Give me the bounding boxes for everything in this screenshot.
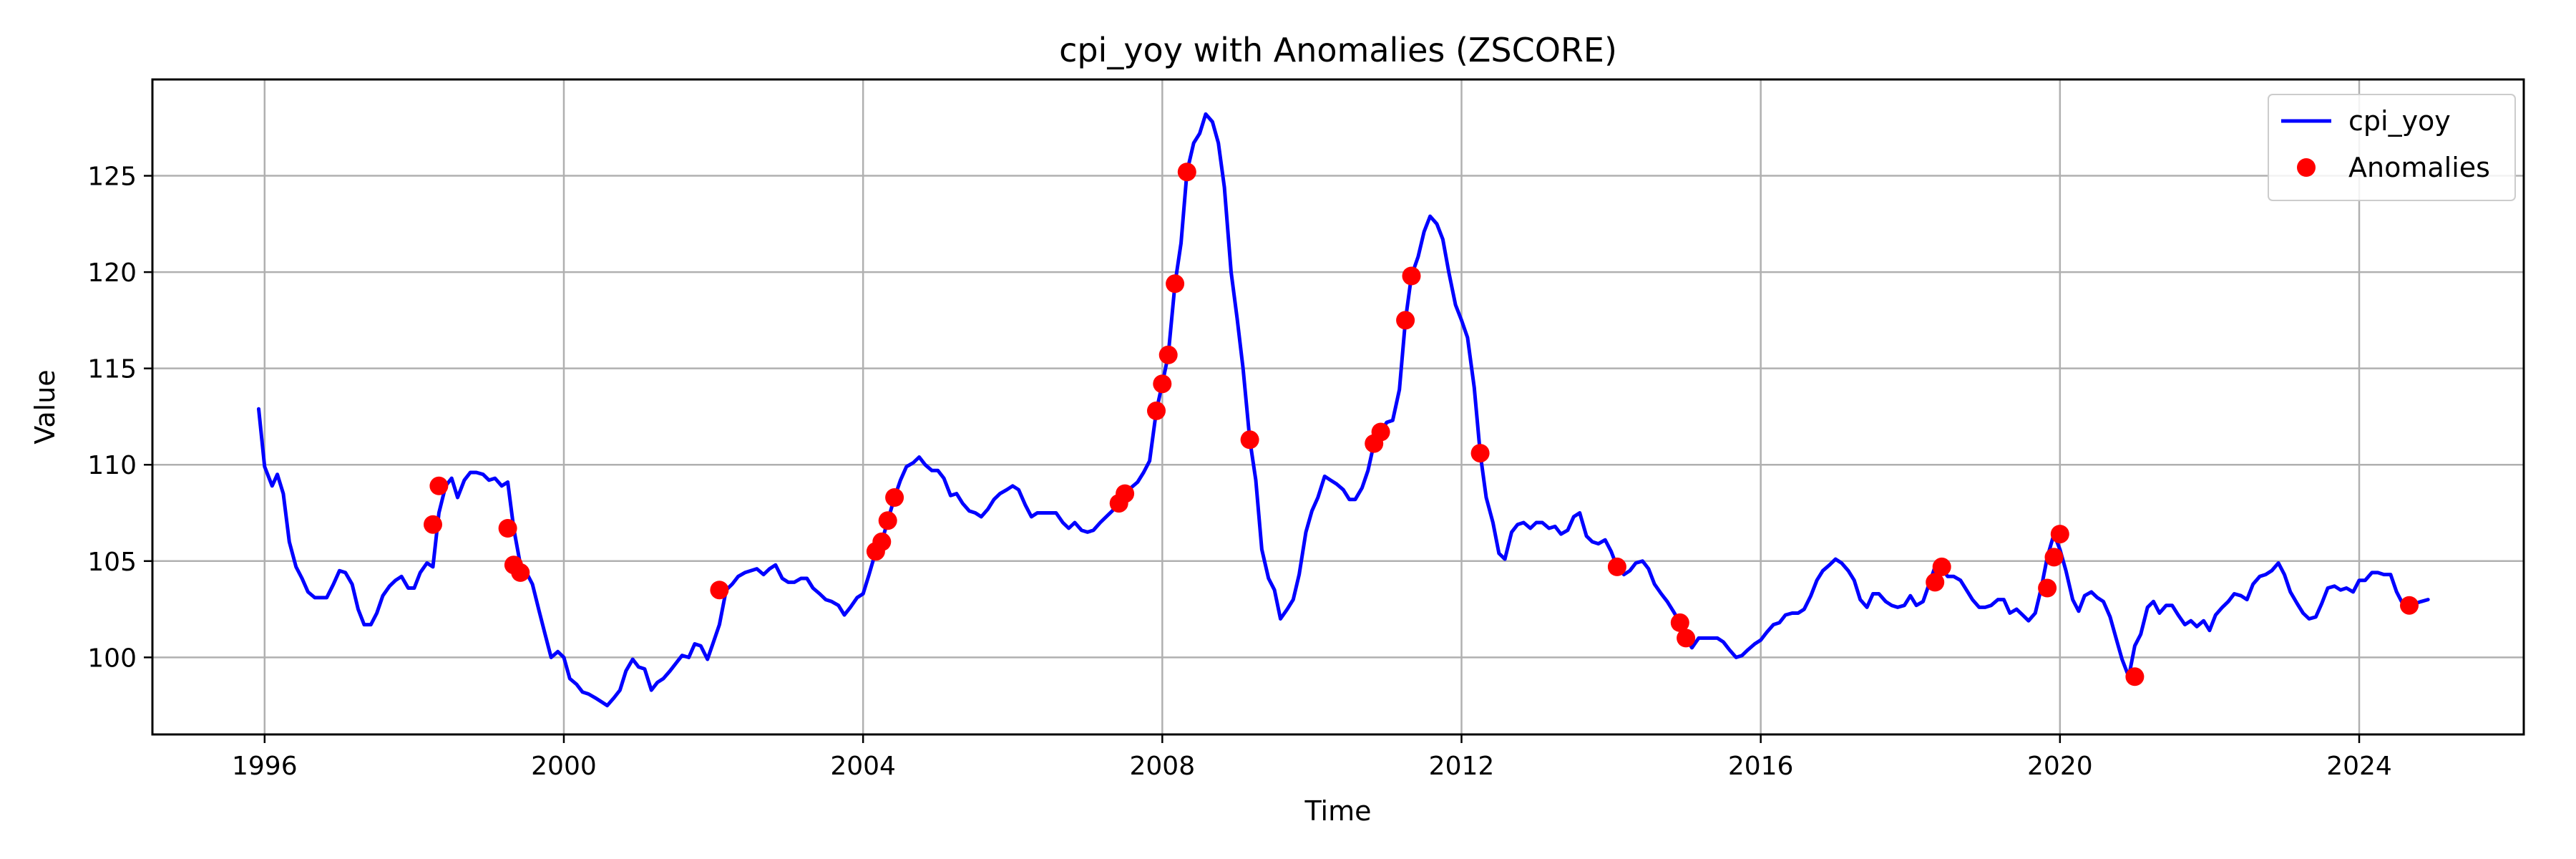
anomaly-point (1166, 274, 1185, 293)
anomaly-point (1116, 484, 1135, 503)
anomaly-point (878, 511, 897, 530)
anomaly-point (2050, 525, 2069, 544)
y-tick-label: 105 (87, 548, 137, 577)
anomaly-point (1177, 162, 1196, 182)
anomaly-point (511, 563, 530, 582)
legend-dot-swatch (2297, 158, 2316, 177)
anomaly-point (2125, 667, 2145, 686)
y-tick-label: 100 (87, 644, 137, 673)
anomaly-point (1932, 557, 1951, 576)
anomaly-point (1158, 345, 1178, 364)
x-tick-label: 1996 (232, 752, 298, 781)
series-line-cpi-yoy (257, 112, 2430, 708)
x-tick-label: 2000 (531, 752, 597, 781)
anomaly-point (498, 519, 517, 538)
x-tick-label: 2024 (2326, 752, 2392, 781)
anomaly-point (2400, 596, 2419, 615)
anomaly-point (872, 532, 892, 551)
anomaly-point (1926, 573, 1945, 592)
y-axis-title: Value (29, 369, 61, 444)
anomaly-point (710, 581, 729, 600)
x-tick-label: 2012 (1429, 752, 1495, 781)
anomaly-point (1670, 613, 1689, 632)
x-tick-label: 2008 (1130, 752, 1196, 781)
legend-label-cpi-yoy: cpi_yoy (2348, 105, 2451, 137)
chart-title: cpi_yoy with Anomalies (ZSCORE) (1059, 31, 1617, 69)
anomaly-point (1371, 422, 1390, 442)
anomaly-point (885, 488, 904, 507)
y-tick-label: 125 (87, 162, 137, 192)
anomaly-point (429, 476, 449, 495)
anomaly-point (1677, 629, 1696, 648)
y-tick-label: 120 (87, 258, 137, 288)
anomaly-point (1402, 266, 1421, 286)
anomaly-point (2044, 548, 2064, 567)
x-tick-label: 2020 (2027, 752, 2093, 781)
legend-label-anomalies: Anomalies (2348, 152, 2490, 183)
anomaly-point (1153, 374, 1172, 394)
anomaly-point (424, 515, 442, 534)
x-tick-label: 2016 (1728, 752, 1794, 781)
legend: cpi_yoy Anomalies (2268, 94, 2516, 201)
x-tick-label: 2004 (830, 752, 896, 781)
axis-ticks: 1996 2000 2004 2008 2012 2016 2020 2024 100 105 11… (87, 162, 2392, 781)
axes-frame (151, 78, 2525, 736)
x-axis-title: Time (1304, 795, 1372, 827)
anomaly-point (1240, 430, 1259, 450)
plot-series (257, 112, 2430, 708)
y-tick-label: 115 (87, 355, 137, 384)
anomaly-point (1607, 557, 1626, 576)
anomaly-point (1396, 311, 1415, 330)
anomaly-point (1147, 401, 1166, 420)
anomaly-point (2038, 578, 2057, 598)
anomaly-point (1470, 444, 1490, 463)
y-tick-label: 110 (87, 451, 137, 480)
grid (152, 79, 2524, 734)
